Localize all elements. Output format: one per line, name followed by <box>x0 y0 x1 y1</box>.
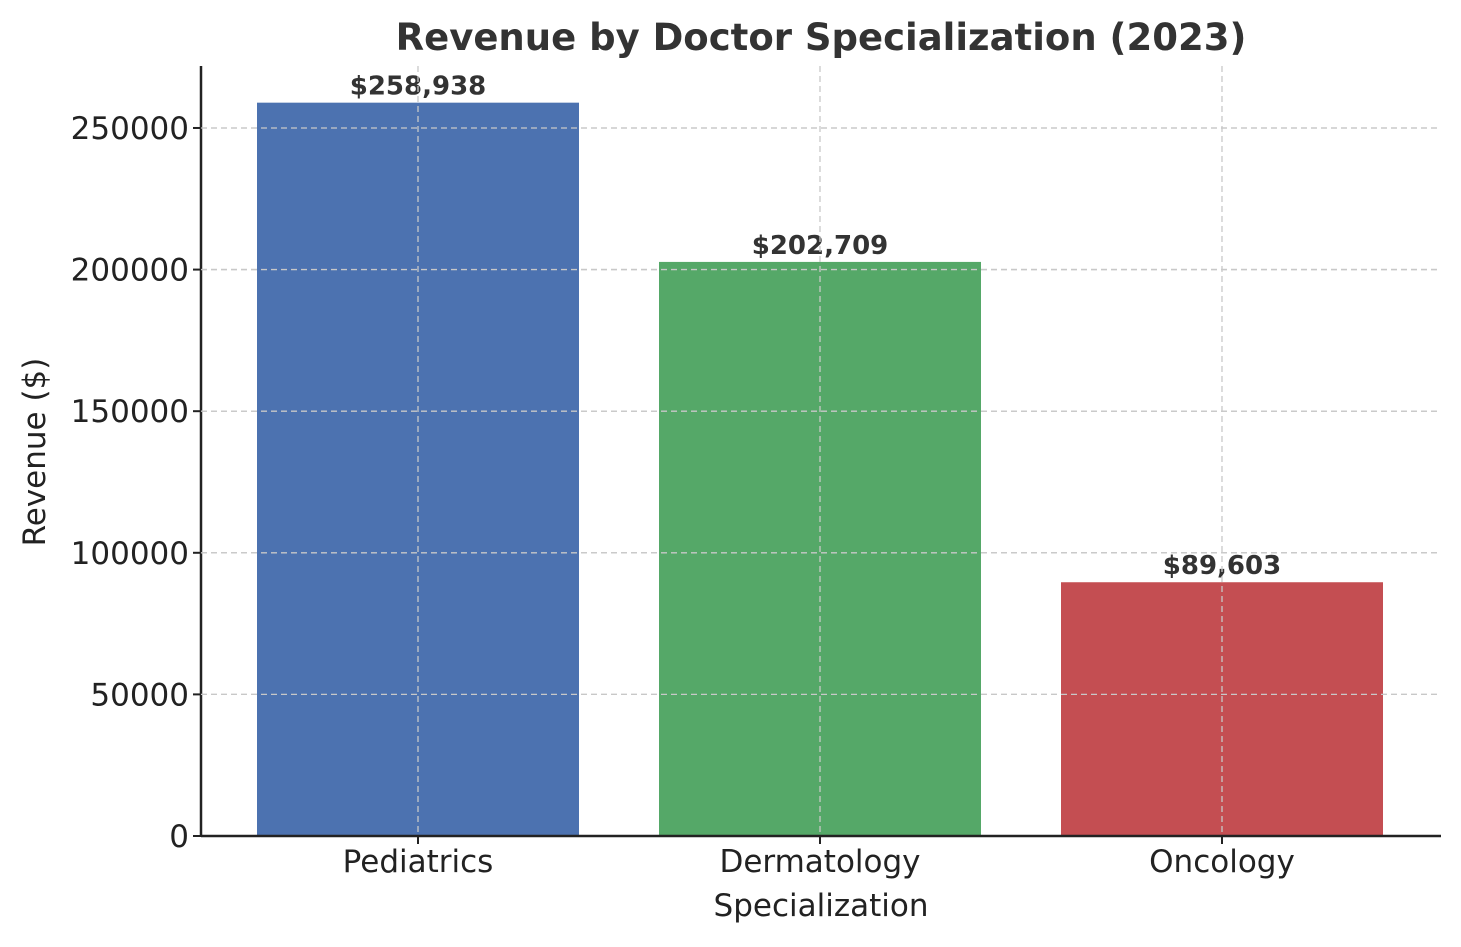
y-tick-label: 150000 <box>71 394 189 430</box>
y-tick-label: 250000 <box>71 111 189 147</box>
bars <box>257 102 1383 837</box>
y-tick-label: 200000 <box>71 253 189 289</box>
y-tick-label: 0 <box>169 819 189 855</box>
x-axis-label: Specialization <box>714 888 929 924</box>
y-tick-label: 100000 <box>71 536 189 572</box>
x-tick-label: Oncology <box>1149 844 1295 880</box>
y-tick-label: 50000 <box>90 677 189 713</box>
bar-value-label: $202,709 <box>752 231 889 261</box>
chart-title: Revenue by Doctor Specialization (2023) <box>396 16 1247 59</box>
x-tick-label: Dermatology <box>719 844 920 880</box>
x-tick-label: Pediatrics <box>343 844 494 880</box>
y-axis-label: Revenue ($) <box>17 358 53 547</box>
labels: $258,938$202,709$89,60305000010000015000… <box>71 66 1441 880</box>
axes <box>193 66 1441 844</box>
